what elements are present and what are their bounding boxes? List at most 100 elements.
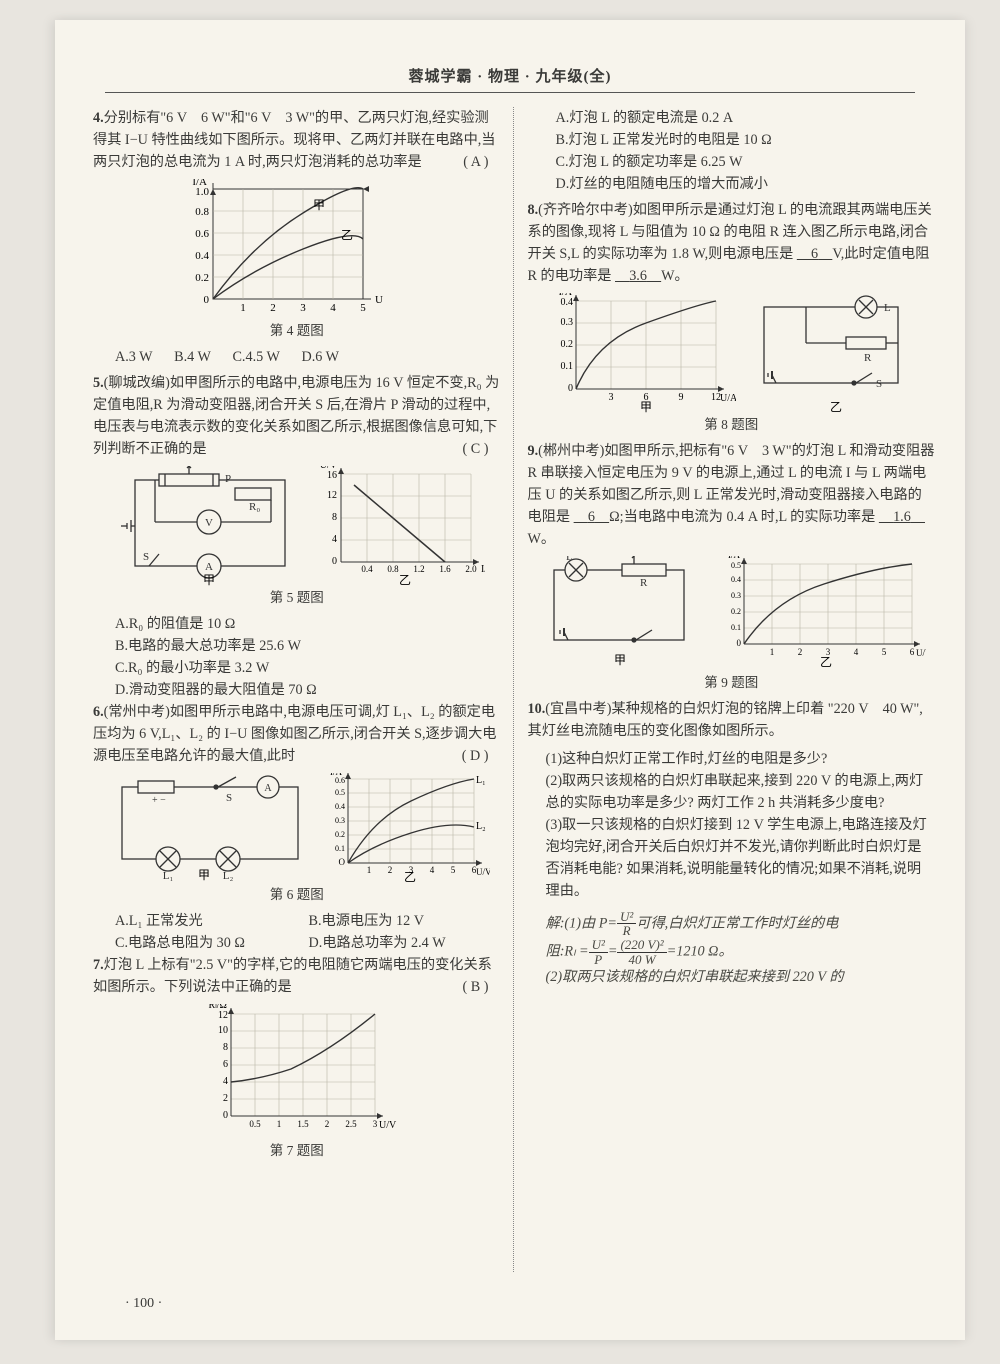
q9-figure-row: L R 甲 (528, 556, 936, 671)
q8-chart: I/AU/A 0 0.10.20.30.4 36912 甲 (546, 293, 736, 413)
q10-solution-2: 阻:Rₗ =U²P=(220 V)²40 W=1210 Ω。 (528, 938, 936, 966)
svg-text:2: 2 (270, 302, 276, 314)
q9-circuit: L R 甲 (536, 556, 706, 671)
svg-text:甲: 甲 (203, 573, 215, 586)
svg-text:0: 0 (737, 638, 742, 648)
svg-text:5: 5 (882, 647, 887, 657)
q5-options: A.R₀ 的阻值是 10 Ω B.电路的最大总功率是 25.6 W C.R₀ 的… (93, 613, 501, 701)
q6-opt-b: B.电源电压为 12 V (309, 913, 424, 929)
svg-text:8: 8 (332, 512, 337, 523)
svg-text:L₁: L₁ (476, 775, 486, 786)
svg-text:0.3: 0.3 (561, 317, 574, 328)
question-6: 6.(常州中考)如图甲所示电路中,电源电压可调,灯 L₁、L₂ 的额定电压均为 … (93, 701, 501, 767)
svg-text:甲: 甲 (198, 868, 210, 882)
q6-options: A.L₁ 正常发光 B.电源电压为 12 V C.电路总电阻为 30 Ω D.电… (115, 910, 501, 954)
q5-circuit: P R₀ V A S 甲 (109, 466, 309, 586)
svg-text:12: 12 (218, 1010, 228, 1021)
svg-text:0.2: 0.2 (561, 339, 574, 350)
svg-text:2: 2 (223, 1093, 228, 1104)
svg-text:1: 1 (277, 1119, 282, 1129)
svg-text:S: S (226, 792, 232, 804)
svg-text:U/A: U/A (720, 393, 736, 404)
svg-text:L₂: L₂ (476, 821, 486, 832)
svg-text:0.5: 0.5 (731, 561, 741, 570)
svg-text:U/V: U/V (379, 1120, 397, 1131)
svg-text:0.3: 0.3 (335, 816, 345, 825)
q6-caption: 第 6 题图 (93, 885, 501, 906)
q8-body-3: W。 (661, 268, 689, 284)
svg-text:0.5: 0.5 (249, 1119, 261, 1129)
question-10: 10.(宜昌中考)某种规格的白炽灯泡的铭牌上印着 "220 V 40 W",其灯… (528, 698, 936, 742)
svg-text:1.5: 1.5 (297, 1119, 309, 1129)
svg-text:0.2: 0.2 (195, 272, 209, 284)
column-separator (513, 107, 514, 1272)
svg-text:O: O (338, 857, 345, 867)
q5-opt-c: C.R₀ 的最小功率是 3.2 W (115, 657, 501, 679)
svg-text:0.4: 0.4 (335, 802, 345, 811)
svg-text:I/A: I/A (481, 564, 485, 575)
svg-text:+ −: + − (152, 795, 166, 806)
svg-text:0.6: 0.6 (335, 776, 345, 785)
q7-opt-b: B.灯泡 L 正常发光时的电阻是 10 Ω (556, 129, 936, 151)
svg-text:8: 8 (223, 1042, 228, 1053)
q7-opt-a: A.灯泡 L 的额定电流是 0.2 A (556, 107, 936, 129)
svg-text:A: A (205, 561, 213, 573)
svg-text:0.5: 0.5 (335, 788, 345, 797)
svg-text:4: 4 (430, 865, 435, 875)
q7-caption: 第 7 题图 (93, 1141, 501, 1162)
svg-text:U/V: U/V (916, 648, 926, 658)
svg-text:R₀: R₀ (249, 501, 260, 513)
q7-num: 7. (93, 957, 104, 973)
svg-text:R: R (864, 352, 872, 364)
q6-opt-d: D.电路总功率为 2.4 W (309, 935, 446, 951)
svg-text:乙: 乙 (830, 400, 842, 413)
q9-blank-2: 1.6 (879, 509, 925, 525)
svg-text:甲: 甲 (614, 653, 626, 667)
svg-text:0.4: 0.4 (361, 564, 373, 574)
svg-text:2: 2 (388, 865, 393, 875)
q6-prefix: (常州中考) (104, 704, 170, 720)
q4-answer: ( A ) (463, 151, 488, 173)
svg-text:L₂: L₂ (222, 870, 233, 882)
q8-blank-1: 6 (797, 246, 833, 262)
q7-opt-c: C.灯泡 L 的额定功率是 6.25 W (556, 151, 936, 173)
svg-text:6: 6 (472, 865, 477, 875)
q9-prefix: (郴州中考) (538, 443, 604, 459)
svg-text:0.8: 0.8 (195, 206, 209, 218)
q7-chart: Rₗ/ΩU/V 0 24681012 0.511.522.53 (197, 1004, 397, 1139)
q8-blank-2: 3.6 (615, 268, 661, 284)
q5-answer: ( C ) (462, 438, 488, 460)
q9-body-2: Ω;当电路中电流为 0.4 A 时,L 的实际功率是 (609, 509, 875, 525)
svg-text:2.0: 2.0 (465, 564, 477, 574)
q8-figure-row: I/AU/A 0 0.10.20.30.4 36912 甲 L R (528, 293, 936, 413)
svg-text:0.2: 0.2 (335, 830, 345, 839)
q8-circuit: L R S 乙 (746, 293, 916, 413)
svg-text:12: 12 (327, 490, 337, 501)
svg-text:S: S (876, 378, 882, 390)
svg-text:0.2: 0.2 (731, 607, 741, 616)
q10-sub3: (3)取一只该规格的白炽灯接到 12 V 学生电源上,电路连接及灯泡均完好,闭合… (528, 814, 936, 902)
q9-body-3: W。 (528, 531, 556, 547)
svg-text:0: 0 (223, 1110, 228, 1121)
svg-text:乙: 乙 (404, 870, 416, 883)
svg-text:U/V: U/V (476, 867, 490, 877)
q4-opt-a: A.3 W (115, 346, 153, 368)
q6-num: 6. (93, 704, 104, 720)
svg-text:甲: 甲 (640, 400, 652, 413)
svg-text:3: 3 (300, 302, 306, 314)
svg-text:2.5: 2.5 (345, 1119, 357, 1129)
svg-text:乙: 乙 (341, 228, 353, 242)
svg-text:2: 2 (325, 1119, 330, 1129)
svg-text:0: 0 (568, 383, 573, 394)
q4-num: 4. (93, 110, 104, 126)
question-5: 5.(聊城改编)如甲图所示的电路中,电源电压为 16 V 恒定不变,R₀ 为定值… (93, 372, 501, 460)
q5-chart: U/VI/A 0 4 8 12 16 0.4 0.8 1.2 1.6 2.0 乙 (315, 466, 485, 586)
svg-text:1.6: 1.6 (439, 564, 451, 574)
left-column: 4.分别标有"6 V 6 W"和"6 V 3 W"的甲、乙两只灯泡,经实验测得其… (93, 107, 511, 1272)
q8-prefix: (齐齐哈尔中考) (538, 202, 633, 218)
svg-text:0.1: 0.1 (335, 844, 345, 853)
q4-caption: 第 4 题图 (93, 321, 501, 342)
q10-solution-1: 解:(1)由 P=U²R可得,白炽灯正常工作时灯丝的电 (528, 910, 936, 938)
q5-opt-a: A.R₀ 的阻值是 10 Ω (115, 613, 501, 635)
q7-opt-d: D.灯丝的电阻随电压的增大而减小 (556, 173, 936, 195)
